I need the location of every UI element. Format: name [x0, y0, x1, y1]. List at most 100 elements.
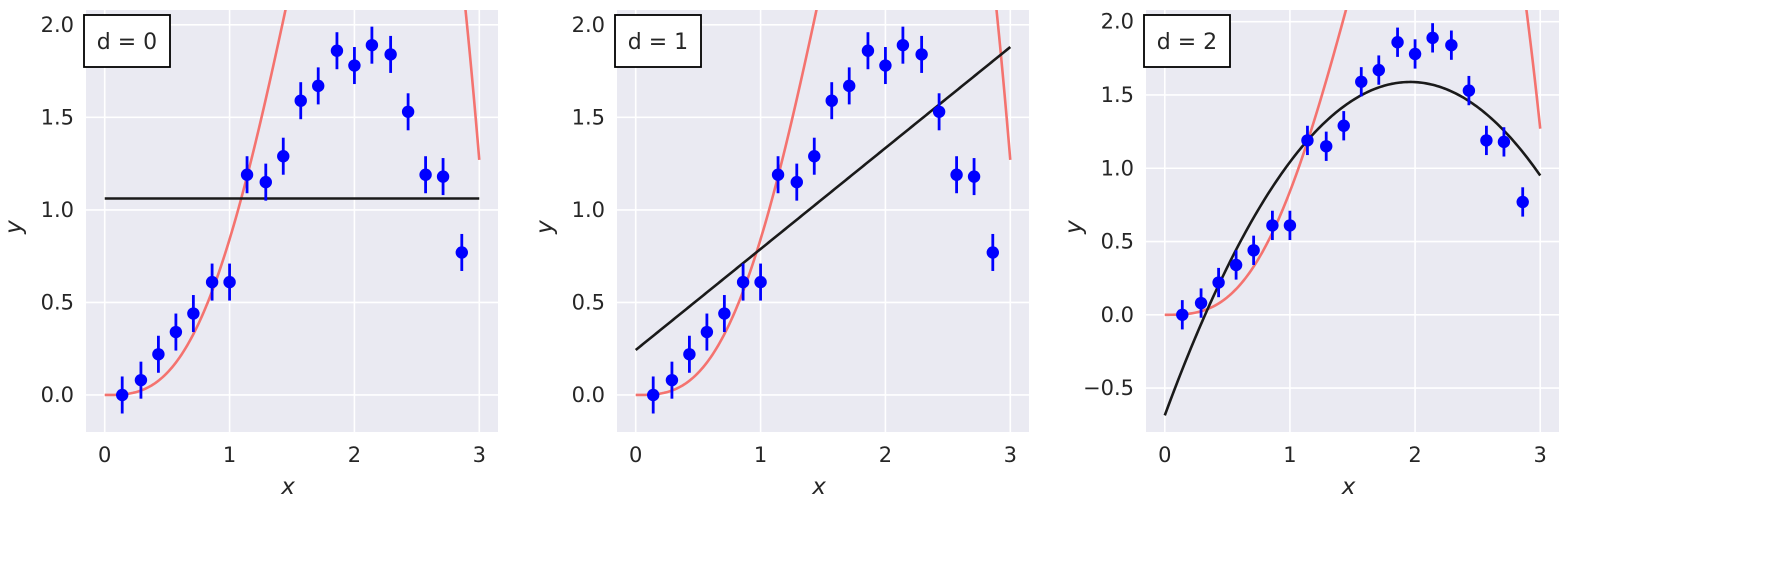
data-point [455, 246, 468, 259]
data-point [312, 79, 325, 93]
true-curve-line [1164, 10, 1542, 317]
data-point [647, 388, 660, 402]
x-axis-label: x [1341, 474, 1356, 500]
x-tick-label: 1 [1283, 443, 1296, 467]
y-tick-label: 2.0 [41, 13, 74, 37]
y-axis-label: y [1061, 220, 1087, 235]
data-point [1176, 308, 1189, 321]
data-point [754, 275, 767, 289]
chart-panel-2: 0 1 2 3 −0.5 0.0 0.5 1.0 1.5 2.0 x y d = 2 [1061, 10, 1559, 500]
y-tick-label: 1.5 [1101, 83, 1134, 107]
true-curve-line [635, 10, 1012, 397]
data-point [932, 105, 946, 118]
data-point [1516, 195, 1529, 209]
data-point [152, 348, 165, 361]
true-curve-line [104, 10, 481, 397]
data-point [1229, 258, 1243, 272]
data-point [1408, 47, 1422, 61]
x-axis-label: x [280, 474, 295, 500]
y-tick-label: 1.0 [1101, 156, 1134, 180]
y-tick-label: 0.0 [572, 383, 605, 407]
plot-background [86, 10, 498, 432]
plot-background [1146, 10, 1559, 432]
data-point [1480, 134, 1493, 147]
y-tick-label: 1.0 [572, 198, 605, 222]
data-point [1426, 31, 1439, 45]
legend-label: d = 2 [1157, 30, 1217, 55]
data-point [665, 373, 679, 387]
data-point [967, 170, 981, 183]
x-tick-label: 3 [1534, 443, 1547, 467]
data-point [365, 38, 379, 52]
y-axis-label: y [1, 220, 27, 235]
y-tick-label: 0.0 [1101, 303, 1134, 327]
data-point [1301, 134, 1314, 147]
data-point [843, 79, 856, 93]
data-point [683, 348, 696, 361]
plot-area [634, 10, 1012, 414]
data-point [1372, 63, 1385, 77]
data-point [384, 48, 397, 61]
data-point [1445, 38, 1458, 52]
plot-area [1163, 10, 1542, 416]
fit-line [1163, 80, 1542, 416]
data-point [436, 170, 450, 183]
data-point [1355, 75, 1368, 88]
y-tick-label: 1.5 [41, 105, 74, 129]
x-tick-label: 0 [629, 443, 642, 467]
x-tick-label: 3 [1004, 443, 1017, 467]
data-point [825, 94, 838, 107]
legend-label: d = 1 [628, 30, 688, 55]
data-point [986, 246, 999, 259]
data-point [240, 168, 254, 181]
data-point [808, 150, 821, 163]
data-point [330, 44, 344, 57]
data-point [1391, 36, 1404, 49]
data-point [401, 105, 415, 118]
data-point [1337, 119, 1350, 132]
y-axis-label: y [532, 220, 558, 235]
data-point [718, 307, 731, 320]
data-point [205, 275, 219, 289]
y-tick-label: 0.5 [41, 290, 74, 314]
x-tick-label: 0 [1158, 443, 1171, 467]
data-point [736, 275, 750, 289]
x-tick-label: 2 [1408, 443, 1421, 467]
data-point [134, 373, 148, 387]
fit-line [634, 46, 1012, 351]
data-point [348, 59, 361, 72]
legend-label: d = 0 [97, 30, 157, 55]
legend-frame [1143, 14, 1231, 68]
data-point [790, 175, 803, 189]
data-point [1266, 219, 1279, 232]
data-point [259, 175, 272, 189]
data-point [861, 44, 875, 57]
y-tick-label: 2.0 [1101, 10, 1134, 34]
y-tick-label: 1.5 [572, 105, 605, 129]
plot-background [617, 10, 1029, 432]
data-point [700, 325, 714, 339]
data-point [1283, 219, 1297, 232]
y-tick-label: 0.0 [41, 383, 74, 407]
legend-frame [83, 14, 171, 68]
data-point [896, 38, 910, 52]
legend-box: d = 0 [83, 14, 171, 68]
data-point [419, 168, 432, 181]
legend-box: d = 2 [1143, 14, 1231, 68]
x-tick-label: 2 [348, 443, 361, 467]
x-tick-label: 1 [754, 443, 767, 467]
legend-frame [614, 14, 702, 68]
data-point [187, 307, 200, 320]
data-point [1247, 244, 1260, 257]
legend-box: d = 1 [614, 14, 702, 68]
chart-panel-0: 0 1 2 3 0.0 0.5 1.0 1.5 2.0 x y d = 0 [1, 10, 498, 500]
data-point [771, 168, 785, 181]
data-point [294, 94, 307, 107]
data-point [1212, 276, 1225, 289]
y-tick-label: 0.5 [1101, 230, 1134, 254]
x-tick-label: 2 [879, 443, 892, 467]
x-axis-label: x [811, 474, 826, 500]
plot-area [104, 10, 481, 414]
y-tick-label: 1.0 [41, 198, 74, 222]
